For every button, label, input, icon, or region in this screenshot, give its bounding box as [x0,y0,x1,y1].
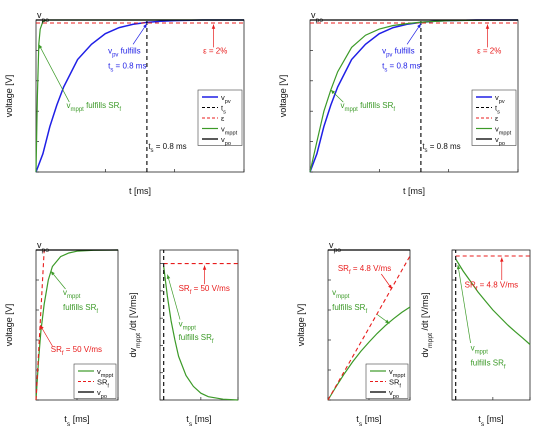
panel-c-right-xlabel: ts [ms] [186,414,211,428]
panel-b-ylabel: voltage [V] [278,75,288,118]
panel-a-pv-arrow [132,23,148,45]
panel-a-series-pv [35,19,244,173]
panel-d-left-mppt-arrow-head [385,319,390,324]
panel-c-left-mppt-arrow-head [50,271,55,276]
panel-d-legend [365,363,409,399]
panel-a-legend-label-po: vpo [221,135,231,147]
panel-b-legend-label-ts: ts [495,104,500,116]
panel-b-legend-label-limit: ε [495,114,499,123]
panel-d-right-mppt-note-1: vmppt [471,344,489,356]
panel-c-left-ylabel: voltage [V] [4,304,14,347]
panel-d-left-axes: ts [ms] voltage [V] vpo SRf = 4.8 V/ms vmppt… [296,240,411,428]
panel-a-legend-label-limit: ε [221,114,225,123]
panel-c-right-plot-area [159,249,239,401]
panel-c-right-mppt-arrow-head [166,274,171,280]
panel-a-legend-label-pv: vpv [221,93,231,105]
panel-d-right-series-mppt [455,258,531,345]
panel-c-right-sr-note: SRf = 50 V/ms [179,284,230,296]
panel-d-legend-label-po: vpo [389,388,399,400]
panel-b-pv-arrow-head [417,23,421,29]
panel-c-legend-label-mppt: vmppt [97,367,114,379]
panel-c-right-sr-arrow-head [202,265,207,270]
panel-c-left-xlabel: ts [ms] [64,414,89,428]
panel-b-legend-label-mppt: vmppt [495,125,512,137]
panel-d-legend-label-mppt: vmppt [389,367,406,379]
panel-c-left-series-mppt [35,249,119,401]
panel-d-right-axes: ts [ms] dvmppt /dt [V/ms] SRf = 4.8 V/ms vm… [420,249,531,428]
panel-b-legend-label-po: vpo [495,135,505,147]
panel-d-right-plot-area [451,249,531,401]
panel-c-right-mppt-note-2: fulfills SRf [179,333,214,345]
panel-b-series-mppt [309,19,519,173]
panel-d-vpo-label: vpo [329,240,341,254]
panel-c-left-axes: ts [ms] voltage [V] vpo vmppt fulfills SRf SR… [4,240,119,428]
panel-d-left-sr-note: SRf = 4.8 V/ms [338,264,391,276]
panel-a-axes: t [ms] voltage [V] vpo ε = 2% vpv fulfills ts… [4,10,245,196]
panel-b-eps-arrow-head [485,24,490,29]
panel-d-left-sr-arrow-head [388,284,392,289]
panel-c-vpo-label: vpo [37,240,49,254]
panel-b-vpo-label: vpo [311,10,323,24]
panel-c-right-ylabel: dvmppt /dt [V/ms] [128,292,142,357]
panel-b-pv-note-2: ts = 0.8 ms [382,62,420,74]
panel-a-xlabel: t [ms] [129,186,151,196]
panel-a-ts-note: ts = 0.8 ms [148,142,186,154]
panel-b-legend [471,89,517,146]
panel-a-legend [197,89,243,146]
panel-c-left-sr-note: SRf = 50 V/ms [51,345,102,357]
panel-a-pv-arrow-head [143,23,147,29]
panel-d-right-sr-arrow-head [500,257,504,262]
panel-b-mppt-note: vmppt fulfills SRf [341,101,396,113]
panel-a-eps-note: ε = 2% [203,46,227,55]
panel-b-axes: t [ms] voltage [V] vpo ε = 2% vpv fulfills ts… [278,10,519,196]
panel-d-right-mppt-arrow-head [456,265,461,270]
panel-d-right-mppt-note-2: fulfills SRf [471,359,506,371]
panel-c-right-mppt-arrow [167,274,181,320]
panel-a-ylabel: voltage [V] [4,75,14,118]
panel-a-legend-label-ts: ts [221,104,226,116]
panel-a-vpo-label: vpo [37,10,49,24]
panel-d-right-ylabel: dvmppt /dt [V/ms] [420,292,434,357]
panel-c-legend-label-limit: SRf [97,378,109,390]
panel-c-right-series-mppt [163,266,239,401]
panel-b-legend-label-pv: vpv [495,93,505,105]
panel-a-mppt-arrow [38,44,70,103]
panel-d-left-ylabel: voltage [V] [296,304,306,347]
panel-c-left-sr-arrow-head [40,325,44,330]
panel-a-pv-note-1: vpv fulfills [108,46,141,58]
panel-a-legend-label-mppt: vmppt [221,125,238,137]
panel-d-legend-label-limit: SRf [389,378,401,390]
panel-d-left-mppt-note-1: vmppt [332,288,350,300]
panel-c-left-mppt-note-2: fulfills SRf [63,303,98,315]
panel-a-mppt-note: vmppt fulfills SRf [67,101,122,113]
panel-c-right-axes: ts [ms] dvmppt /dt [V/ms] SRf = 50 V/ms vmp… [128,249,239,428]
panel-a-pv-note-2: ts = 0.8 ms [108,62,146,74]
panel-d-right-sr-note: SRf = 4.8 V/ms [465,281,518,293]
panel-a-mppt-arrow-head [38,44,43,49]
panel-d-left-series-mppt [327,306,411,401]
panel-c-legend-label-po: vpo [97,388,107,400]
panel-c-right-mppt-note-1: vmppt [179,319,197,331]
panel-d-left-xlabel: ts [ms] [356,414,381,428]
panel-b-ts-note: ts = 0.8 ms [422,142,460,154]
panel-a-eps-arrow-head [211,24,216,29]
panel-b-mppt-arrow-head [330,89,335,95]
panel-d-right-xlabel: ts [ms] [478,414,503,428]
panel-b-xlabel: t [ms] [403,186,425,196]
panel-d-right-mppt-arrow [457,264,471,344]
panel-b-pv-note-1: vpv fulfills [382,46,415,58]
panel-c-left-mppt-note-1: vmppt [63,288,81,300]
panel-b-eps-note: ε = 2% [477,46,501,55]
panel-d-left-mppt-note-2: fulfills SRf [332,303,367,315]
panel-b-pv-arrow [406,23,422,45]
